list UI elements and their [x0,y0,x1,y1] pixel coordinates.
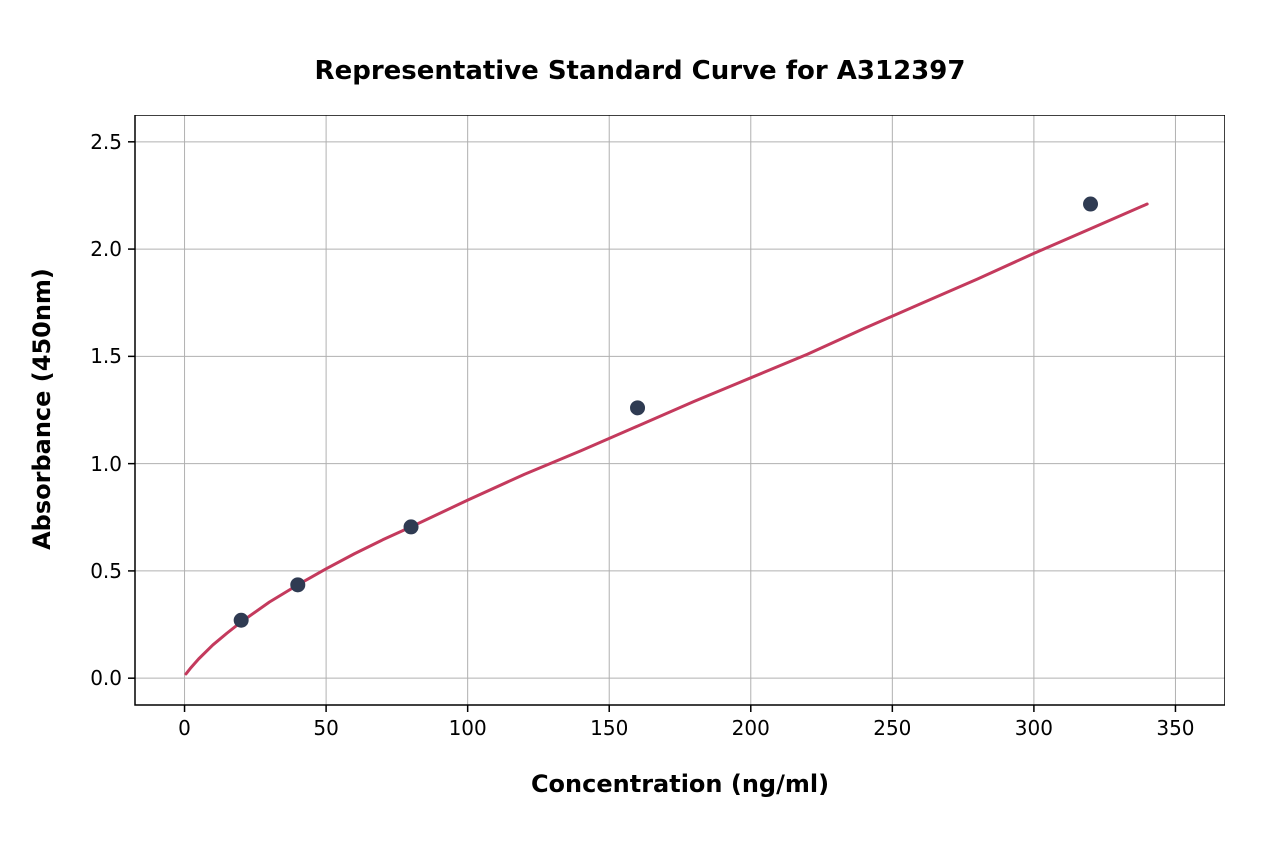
x-tick-label: 50 [296,716,356,740]
data-point [291,578,305,592]
plot-svg [126,115,1225,714]
data-point [404,520,418,534]
y-tick-label: 1.0 [78,452,122,476]
y-tick-label: 0.5 [78,559,122,583]
x-tick-label: 200 [721,716,781,740]
chart-title: Representative Standard Curve for A31239… [0,56,1280,86]
data-point [234,613,248,627]
x-axis-label: Concentration (ng/ml) [135,770,1225,798]
x-tick-label: 350 [1145,716,1205,740]
x-tick-label: 0 [155,716,215,740]
x-tick-label: 300 [1004,716,1064,740]
y-tick-label: 0.0 [78,666,122,690]
data-point [631,401,645,415]
x-tick-label: 150 [579,716,639,740]
x-tick-label: 250 [862,716,922,740]
data-point [1084,197,1098,211]
y-axis-label: Absorbance (450nm) [28,209,56,609]
x-tick-label: 100 [438,716,498,740]
y-tick-label: 1.5 [78,344,122,368]
plot-area [135,115,1225,705]
y-tick-label: 2.0 [78,237,122,261]
figure: Representative Standard Curve for A31239… [0,0,1280,845]
y-tick-label: 2.5 [78,130,122,154]
